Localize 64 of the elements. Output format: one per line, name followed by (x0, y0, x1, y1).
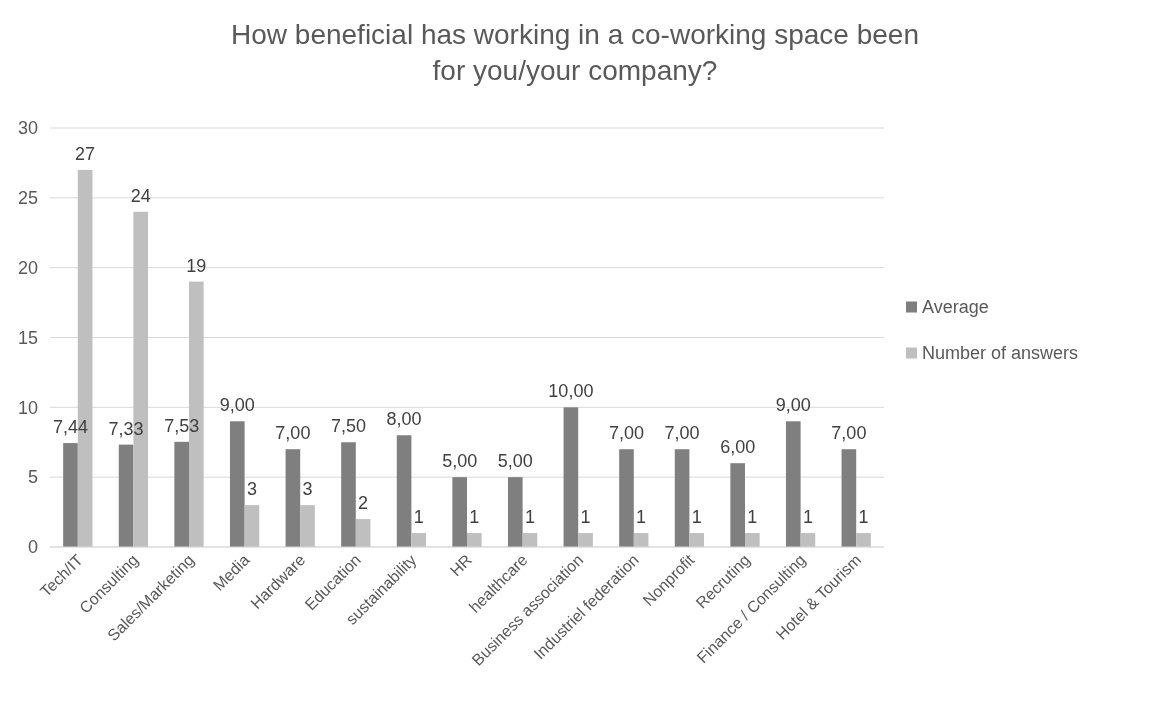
data-label: 24 (130, 185, 151, 206)
data-label: 19 (186, 255, 207, 276)
data-label: 5,00 (497, 451, 533, 472)
data-label: 1 (524, 507, 535, 528)
data-label: 7,00 (608, 423, 645, 444)
bar (841, 449, 857, 547)
bar (745, 533, 760, 547)
bar (118, 444, 134, 547)
data-label: 1 (691, 507, 702, 528)
y-tick-label: 10 (17, 397, 38, 418)
bar (507, 477, 523, 547)
data-label: 7,00 (664, 423, 700, 444)
data-label: 7,44 (52, 417, 89, 438)
chart-title: How beneficial has working in a co-working space been for you/your company? (231, 19, 919, 86)
data-label: 3 (246, 479, 257, 500)
y-tick-label: 25 (17, 188, 38, 209)
bar (578, 533, 593, 547)
data-label: 10,00 (548, 381, 594, 402)
bar (563, 407, 579, 547)
y-tick-label: 0 (27, 537, 38, 558)
bar (300, 505, 315, 547)
bar (689, 533, 705, 547)
data-label: 7,33 (108, 418, 144, 439)
data-label: 7,00 (831, 423, 867, 444)
data-label: 9,00 (775, 395, 811, 416)
bar (63, 443, 78, 547)
data-label: 1 (580, 507, 591, 528)
y-tick-label: 30 (17, 118, 38, 139)
y-tick-label: 15 (17, 327, 38, 348)
bar (244, 505, 260, 547)
data-label: 3 (302, 479, 313, 500)
bar (396, 435, 412, 547)
bar (341, 442, 356, 547)
bar (730, 463, 745, 547)
legend-label: Number of answers (922, 342, 1079, 363)
data-label: 7,50 (330, 416, 367, 437)
legend-label: Average (922, 296, 989, 317)
bar (785, 421, 801, 547)
bar (355, 519, 371, 547)
bar (452, 477, 467, 547)
bar (856, 533, 871, 547)
data-label: 1 (858, 507, 869, 528)
data-label: 1 (636, 507, 647, 528)
data-label: 7,00 (275, 423, 311, 444)
y-tick-label: 20 (17, 257, 38, 278)
data-label: 1 (413, 507, 424, 528)
bar (674, 449, 690, 547)
bar (411, 533, 427, 547)
data-label: 9,00 (219, 395, 255, 416)
data-label: 5,00 (442, 451, 478, 472)
bar (619, 449, 634, 547)
bar (285, 449, 301, 547)
data-label: 1 (802, 507, 813, 528)
data-label: 2 (358, 493, 369, 514)
y-tick-label: 5 (27, 467, 38, 488)
data-label: 1 (747, 507, 758, 528)
data-label: 7,53 (164, 415, 200, 436)
bar (174, 441, 189, 547)
bar (229, 421, 245, 547)
data-label: 27 (75, 143, 96, 164)
data-label: 8,00 (386, 409, 422, 430)
data-label: 1 (469, 507, 480, 528)
bar (467, 533, 482, 547)
data-label: 6,00 (720, 437, 756, 458)
